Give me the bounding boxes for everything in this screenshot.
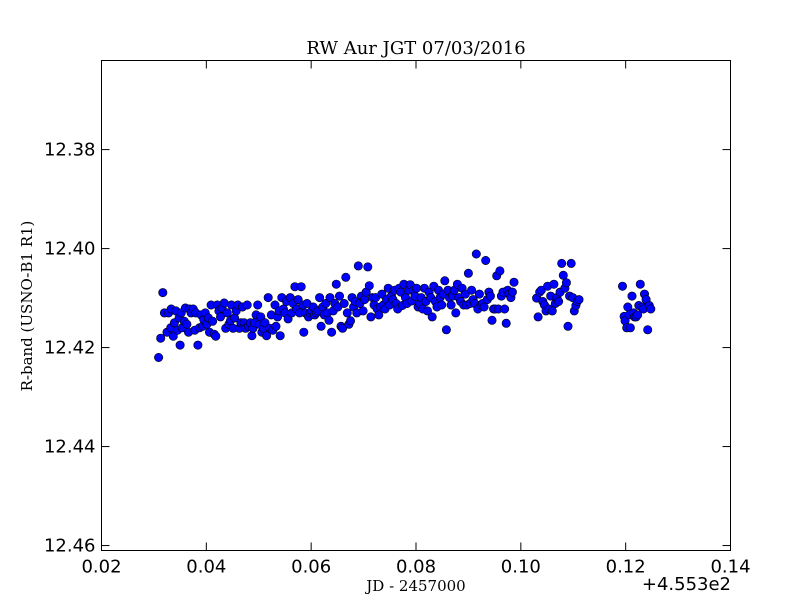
data-point: [175, 340, 185, 350]
data-point: [501, 318, 511, 328]
data-point: [364, 281, 374, 291]
data-point: [566, 258, 576, 268]
chart-title: RW Aur JGT 07/03/2016: [306, 38, 525, 59]
data-point: [341, 272, 351, 282]
data-point: [509, 277, 519, 287]
x-tick-label: 0.14: [710, 557, 750, 578]
x-tick-label: 0.04: [186, 557, 226, 578]
data-point: [253, 300, 263, 310]
data-point: [296, 282, 306, 292]
data-point: [271, 321, 281, 331]
data-point: [635, 279, 645, 289]
data-point: [182, 319, 192, 329]
data-point: [342, 308, 352, 318]
data-point: [366, 312, 376, 322]
data-point: [536, 285, 546, 295]
y-tick-label: 12.44: [44, 437, 96, 458]
data-point: [463, 268, 473, 278]
data-point: [315, 293, 325, 303]
y-axis-label: R-band (USNO-B1 R1): [18, 221, 36, 392]
data-point: [481, 255, 491, 265]
x-axis: 0.02 0.04 0.06 0.08 0.10 0.12 0.14: [81, 60, 751, 578]
y-tick-label: 12.40: [44, 239, 96, 260]
data-point: [262, 331, 272, 341]
y-tick-label: 12.38: [44, 140, 96, 161]
data-point: [422, 306, 432, 316]
y-axis: 12.38 12.40 12.42 12.44 12.46: [44, 140, 731, 557]
data-point: [479, 302, 489, 312]
data-point: [574, 295, 584, 305]
data-point: [561, 278, 571, 288]
x-tick-label: 0.10: [501, 557, 541, 578]
data-point: [471, 249, 481, 259]
data-point: [625, 323, 635, 333]
data-point: [154, 352, 164, 362]
data-point: [208, 316, 218, 326]
data-point: [643, 325, 653, 335]
data-point: [617, 281, 627, 291]
x-offset-label: +4.553e2: [642, 574, 731, 595]
data-point: [467, 285, 477, 295]
data-point: [507, 287, 517, 297]
data-point: [485, 291, 495, 301]
x-tick-label: 0.12: [606, 557, 646, 578]
data-point: [451, 308, 461, 318]
data-point: [222, 308, 232, 318]
x-tick-label: 0.02: [81, 557, 121, 578]
y-tick-label: 12.42: [44, 338, 96, 359]
data-point: [242, 300, 252, 310]
x-tick-label: 0.06: [291, 557, 331, 578]
data-point: [557, 258, 567, 268]
data-point: [247, 331, 257, 341]
data-point: [156, 333, 166, 343]
data-point: [533, 312, 543, 322]
data-point: [363, 262, 373, 272]
data-point: [474, 289, 484, 299]
data-point: [299, 327, 309, 337]
data-point: [627, 291, 637, 301]
data-point: [495, 266, 505, 276]
data-point: [193, 340, 203, 350]
data-point: [211, 331, 221, 341]
data-point: [440, 276, 450, 286]
data-point: [646, 304, 656, 314]
data-point: [216, 312, 226, 322]
data-point: [345, 316, 355, 326]
data-point: [411, 283, 421, 293]
data-points: [154, 249, 656, 362]
data-point: [339, 298, 349, 308]
data-point: [316, 321, 326, 331]
data-point: [263, 293, 273, 303]
data-point: [325, 293, 335, 303]
data-point: [338, 323, 348, 333]
data-point: [334, 291, 344, 301]
x-axis-label: JD - 2457000: [364, 577, 465, 595]
data-point: [633, 310, 643, 320]
data-point: [563, 321, 573, 331]
y-tick-label: 12.46: [44, 536, 96, 557]
data-point: [324, 315, 334, 325]
data-point: [487, 315, 497, 325]
data-point: [360, 295, 370, 305]
x-tick-label: 0.08: [396, 557, 436, 578]
data-point: [500, 304, 510, 314]
data-point: [427, 312, 437, 322]
data-point: [554, 296, 564, 306]
data-point: [358, 306, 368, 316]
data-point: [158, 288, 168, 298]
data-point: [446, 300, 456, 310]
data-point: [275, 331, 285, 341]
data-point: [441, 325, 451, 335]
data-point: [327, 327, 337, 337]
data-point: [549, 279, 559, 289]
data-point: [437, 300, 447, 310]
data-point: [331, 279, 341, 289]
data-point: [353, 261, 363, 271]
